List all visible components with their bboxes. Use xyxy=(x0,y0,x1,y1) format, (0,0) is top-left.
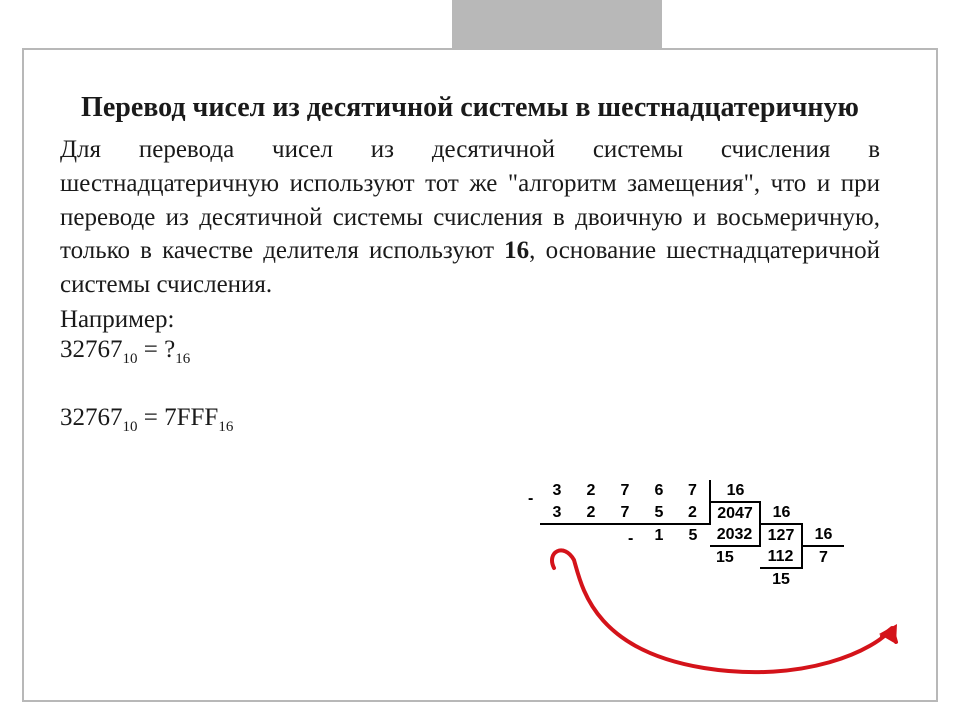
division-row-3: 15 112 7 xyxy=(540,546,844,568)
equation-answer: 3276710 = 7FFF16 xyxy=(60,404,880,436)
cell: 7 xyxy=(608,480,642,502)
cell: 16 xyxy=(802,524,844,546)
cell: 15 xyxy=(710,546,760,568)
eq2-mid: = 7FFF xyxy=(138,404,219,431)
cell: 15 xyxy=(760,568,802,590)
cell: 3 xyxy=(540,480,574,502)
slide-paragraph: Для перевода чисел из десятичной системы… xyxy=(60,133,880,302)
division-table: 3 2 7 6 7 16 3 2 7 5 2 2047 16 1 xyxy=(540,480,844,590)
cell: 16 xyxy=(760,502,802,524)
cell: 2 xyxy=(574,502,608,524)
eq2-sub2: 16 xyxy=(218,419,233,435)
eq1-base: 32767 xyxy=(60,336,123,363)
long-division: - - 3 2 7 6 7 16 3 2 7 5 2 2047 16 xyxy=(540,480,844,590)
cell: 2047 xyxy=(710,502,760,524)
cell: 112 xyxy=(760,546,802,568)
division-row-4: 15 xyxy=(540,568,844,590)
arrow-head xyxy=(879,624,897,644)
cell: 16 xyxy=(710,480,760,502)
cell: 7 xyxy=(676,480,710,502)
minus-sign-2: - xyxy=(628,530,633,548)
eq2-base: 32767 xyxy=(60,404,123,431)
cell: 7 xyxy=(608,502,642,524)
eq2-sub1: 10 xyxy=(123,419,138,435)
slide-frame: Перевод чисел из десятичной системы в ше… xyxy=(22,48,938,702)
division-row-0: 3 2 7 6 7 16 xyxy=(540,480,844,502)
division-row-2: 1 5 2032 127 16 xyxy=(540,524,844,546)
cell: 1 xyxy=(642,524,676,546)
equation-question: 3276710 = ?16 xyxy=(60,336,880,368)
example-label: Например: xyxy=(60,306,880,334)
eq1-sub2: 16 xyxy=(175,351,190,367)
cell: 7 xyxy=(802,546,844,568)
eq1-mid: = ? xyxy=(138,336,176,363)
minus-sign-1: - xyxy=(528,490,533,508)
cell: 127 xyxy=(760,524,802,546)
cell: 2 xyxy=(676,502,710,524)
cell: 2 xyxy=(574,480,608,502)
division-row-1: 3 2 7 5 2 2047 16 xyxy=(540,502,844,524)
cell: 2032 xyxy=(710,524,760,546)
paragraph-bold-16: 16 xyxy=(504,237,529,264)
slide-title: Перевод чисел из десятичной системы в ше… xyxy=(60,90,880,125)
cell: 5 xyxy=(676,524,710,546)
cell: 3 xyxy=(540,502,574,524)
eq1-sub1: 10 xyxy=(123,351,138,367)
slide-content: Перевод чисел из десятичной системы в ше… xyxy=(24,50,936,456)
header-tab xyxy=(452,0,662,48)
cell: 5 xyxy=(642,502,676,524)
cell: 6 xyxy=(642,480,676,502)
